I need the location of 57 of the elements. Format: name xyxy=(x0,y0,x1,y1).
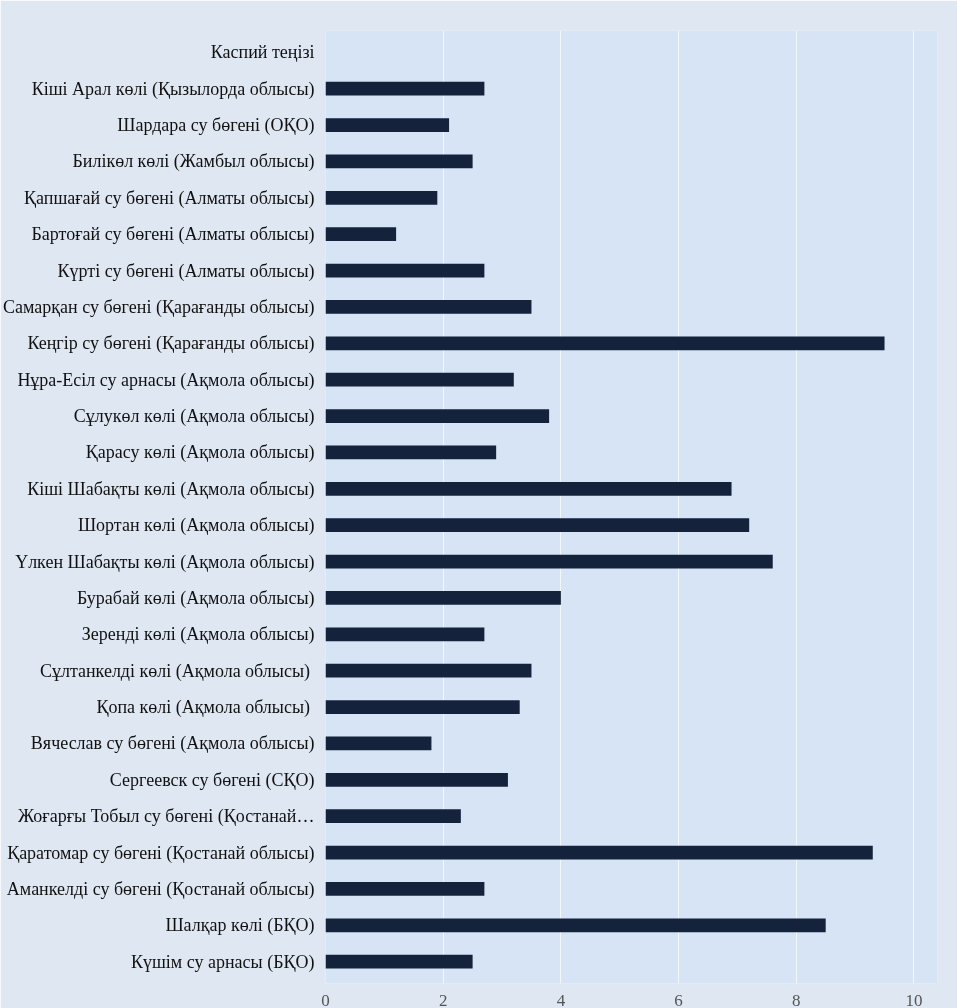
bar xyxy=(325,481,732,496)
y-tick-label: Билікөл көлі (Жамбыл облысы) xyxy=(72,151,315,173)
x-tick-label: 0 xyxy=(321,990,330,1008)
y-tick-label: Жоғарғы Тобыл су бөгені (Қостанай… xyxy=(18,806,315,828)
bar xyxy=(325,372,514,387)
y-tick-label: Шалқар көлі (БҚО) xyxy=(165,915,315,937)
x-tick-label: 10 xyxy=(905,990,923,1008)
bar xyxy=(325,81,485,96)
y-tick-label: Үлкен Шабақты көлі (Ақмола облысы) xyxy=(15,551,315,573)
x-tick-label: 8 xyxy=(792,990,801,1008)
y-tick-label: Шардара су бөгені (ОҚО) xyxy=(117,115,315,137)
bar xyxy=(325,700,520,714)
y-tick-label: Қаратомар су бөгені (Қостанай облысы) xyxy=(7,842,315,864)
bar xyxy=(325,736,432,751)
y-tick-label: Шортан көлі (Ақмола облысы) xyxy=(77,515,315,537)
bar xyxy=(325,263,485,278)
bar xyxy=(325,918,826,933)
y-tick-label: Аманкелді су бөгені (Қостанай облысы) xyxy=(6,878,315,900)
y-tick-label: Бартоғай су бөгені (Алматы облысы) xyxy=(31,224,315,246)
y-tick-label: Күшім су арнасы (БҚО) xyxy=(130,951,315,973)
x-tick-label: 2 xyxy=(438,990,448,1008)
y-tick-label: Қапшағай су бөгені (Алматы облысы) xyxy=(23,187,315,209)
bar xyxy=(325,227,397,242)
y-tick-label: Бурабай көлі (Ақмола облысы) xyxy=(76,587,315,609)
x-tick-label: 4 xyxy=(556,990,566,1008)
bar xyxy=(325,954,473,969)
y-tick-label: Қопа көлі (Ақмола облысы) xyxy=(96,697,311,719)
y-tick-label: Зеренді көлі (Ақмола облысы) xyxy=(81,624,315,646)
bar xyxy=(325,409,550,423)
bar xyxy=(325,663,532,678)
y-tick-label: Нұра-Есіл су арнасы (Ақмола облысы) xyxy=(17,369,315,391)
y-tick-label: Кеңгір су бөгені (Қарағанды облысы) xyxy=(27,333,315,355)
bar xyxy=(325,845,873,860)
y-tick-label: Сұлукөл көлі (Ақмола облысы) xyxy=(73,406,315,428)
y-tick-label: Күрті су бөгені (Алматы облысы) xyxy=(57,260,315,282)
x-tick-label: 6 xyxy=(674,990,683,1008)
bar xyxy=(325,336,885,351)
bar xyxy=(325,518,750,533)
bar xyxy=(325,554,773,569)
bar xyxy=(325,809,461,824)
bar xyxy=(325,154,473,169)
bar xyxy=(325,190,438,205)
y-tick-label: Сұлтанкелді көлі (Ақмола облысы) xyxy=(39,660,311,682)
bar xyxy=(325,118,450,132)
bar xyxy=(325,300,532,314)
y-tick-label: Қарасу көлі (Ақмола облысы) xyxy=(85,442,315,464)
bar xyxy=(325,772,508,787)
y-tick-label: Самарқан су бөгені (Қарағанды облысы) xyxy=(3,296,315,318)
y-tick-label: Кіші Шабақты көлі (Ақмола облысы) xyxy=(27,478,315,500)
bar xyxy=(325,627,485,642)
bar xyxy=(325,882,485,896)
y-tick-label: Сергеевск су бөгені (СҚО) xyxy=(109,769,315,791)
y-tick-label: Каспий теңізі xyxy=(210,42,315,63)
bar xyxy=(325,591,561,605)
y-tick-label: Вячеслав су бөгені (Ақмола облысы) xyxy=(30,733,315,755)
y-tick-label: Кіші Арал көлі (Қызылорда облысы) xyxy=(31,78,315,100)
bar xyxy=(325,445,497,460)
